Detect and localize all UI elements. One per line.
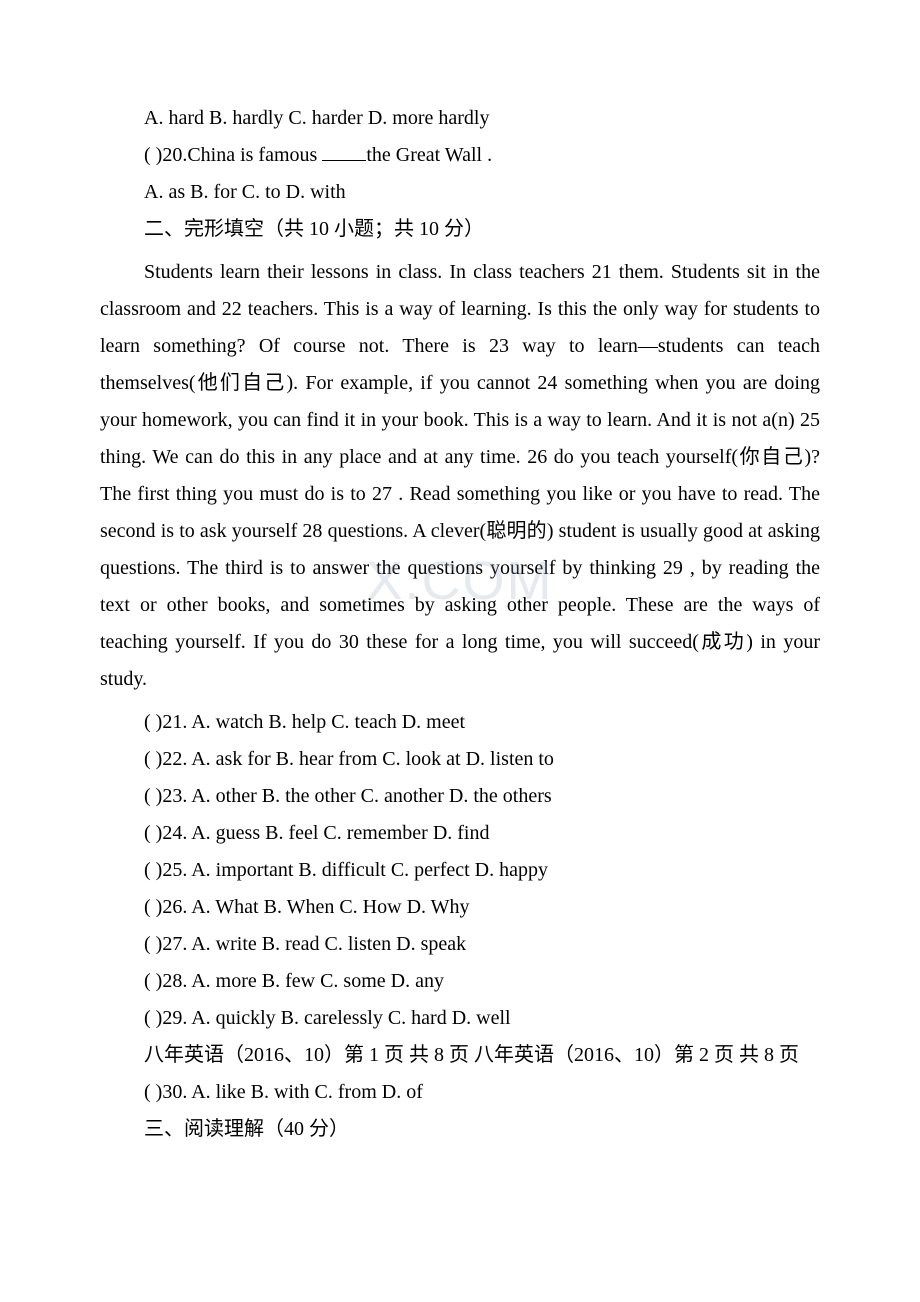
cloze-passage: Students learn their lessons in class. I… [100,254,820,698]
cloze-q26: ( )26. A. What B. When C. How D. Why [100,889,820,926]
q20-options: A. as B. for C. to D. with [100,174,820,211]
q20-stem-prefix: ( )20.China is famous [144,144,322,166]
q19-options: A. hard B. hardly C. harder D. more hard… [100,100,820,137]
cloze-passage-text: Students learn their lessons in class. I… [100,254,820,698]
cloze-q28: ( )28. A. more B. few C. some D. any [100,963,820,1000]
cloze-q27: ( )27. A. write B. read C. listen D. spe… [100,926,820,963]
cloze-q25: ( )25. A. important B. difficult C. perf… [100,852,820,889]
section-3-title: 三、阅读理解（40 分） [100,1111,820,1148]
cloze-q29: ( )29. A. quickly B. carelessly C. hard … [100,1000,820,1037]
document-page: X.COM A. hard B. hardly C. harder D. mor… [0,0,920,1302]
cloze-q22: ( )22. A. ask for B. hear from C. look a… [100,741,820,778]
q20-stem: ( )20.China is famous the Great Wall . [100,137,820,174]
cloze-q24: ( )24. A. guess B. feel C. remember D. f… [100,815,820,852]
cloze-q30: ( )30. A. like B. with C. from D. of [100,1074,820,1111]
cloze-q21: ( )21. A. watch B. help C. teach D. meet [100,704,820,741]
page-footer: 八年英语（2016、10）第 1 页 共 8 页 八年英语（2016、10）第 … [100,1037,820,1074]
cloze-q23: ( )23. A. other B. the other C. another … [100,778,820,815]
section-2-title: 二、完形填空（共 10 小题；共 10 分） [100,211,820,248]
q20-stem-suffix: the Great Wall . [366,144,492,166]
q20-blank [322,142,366,161]
